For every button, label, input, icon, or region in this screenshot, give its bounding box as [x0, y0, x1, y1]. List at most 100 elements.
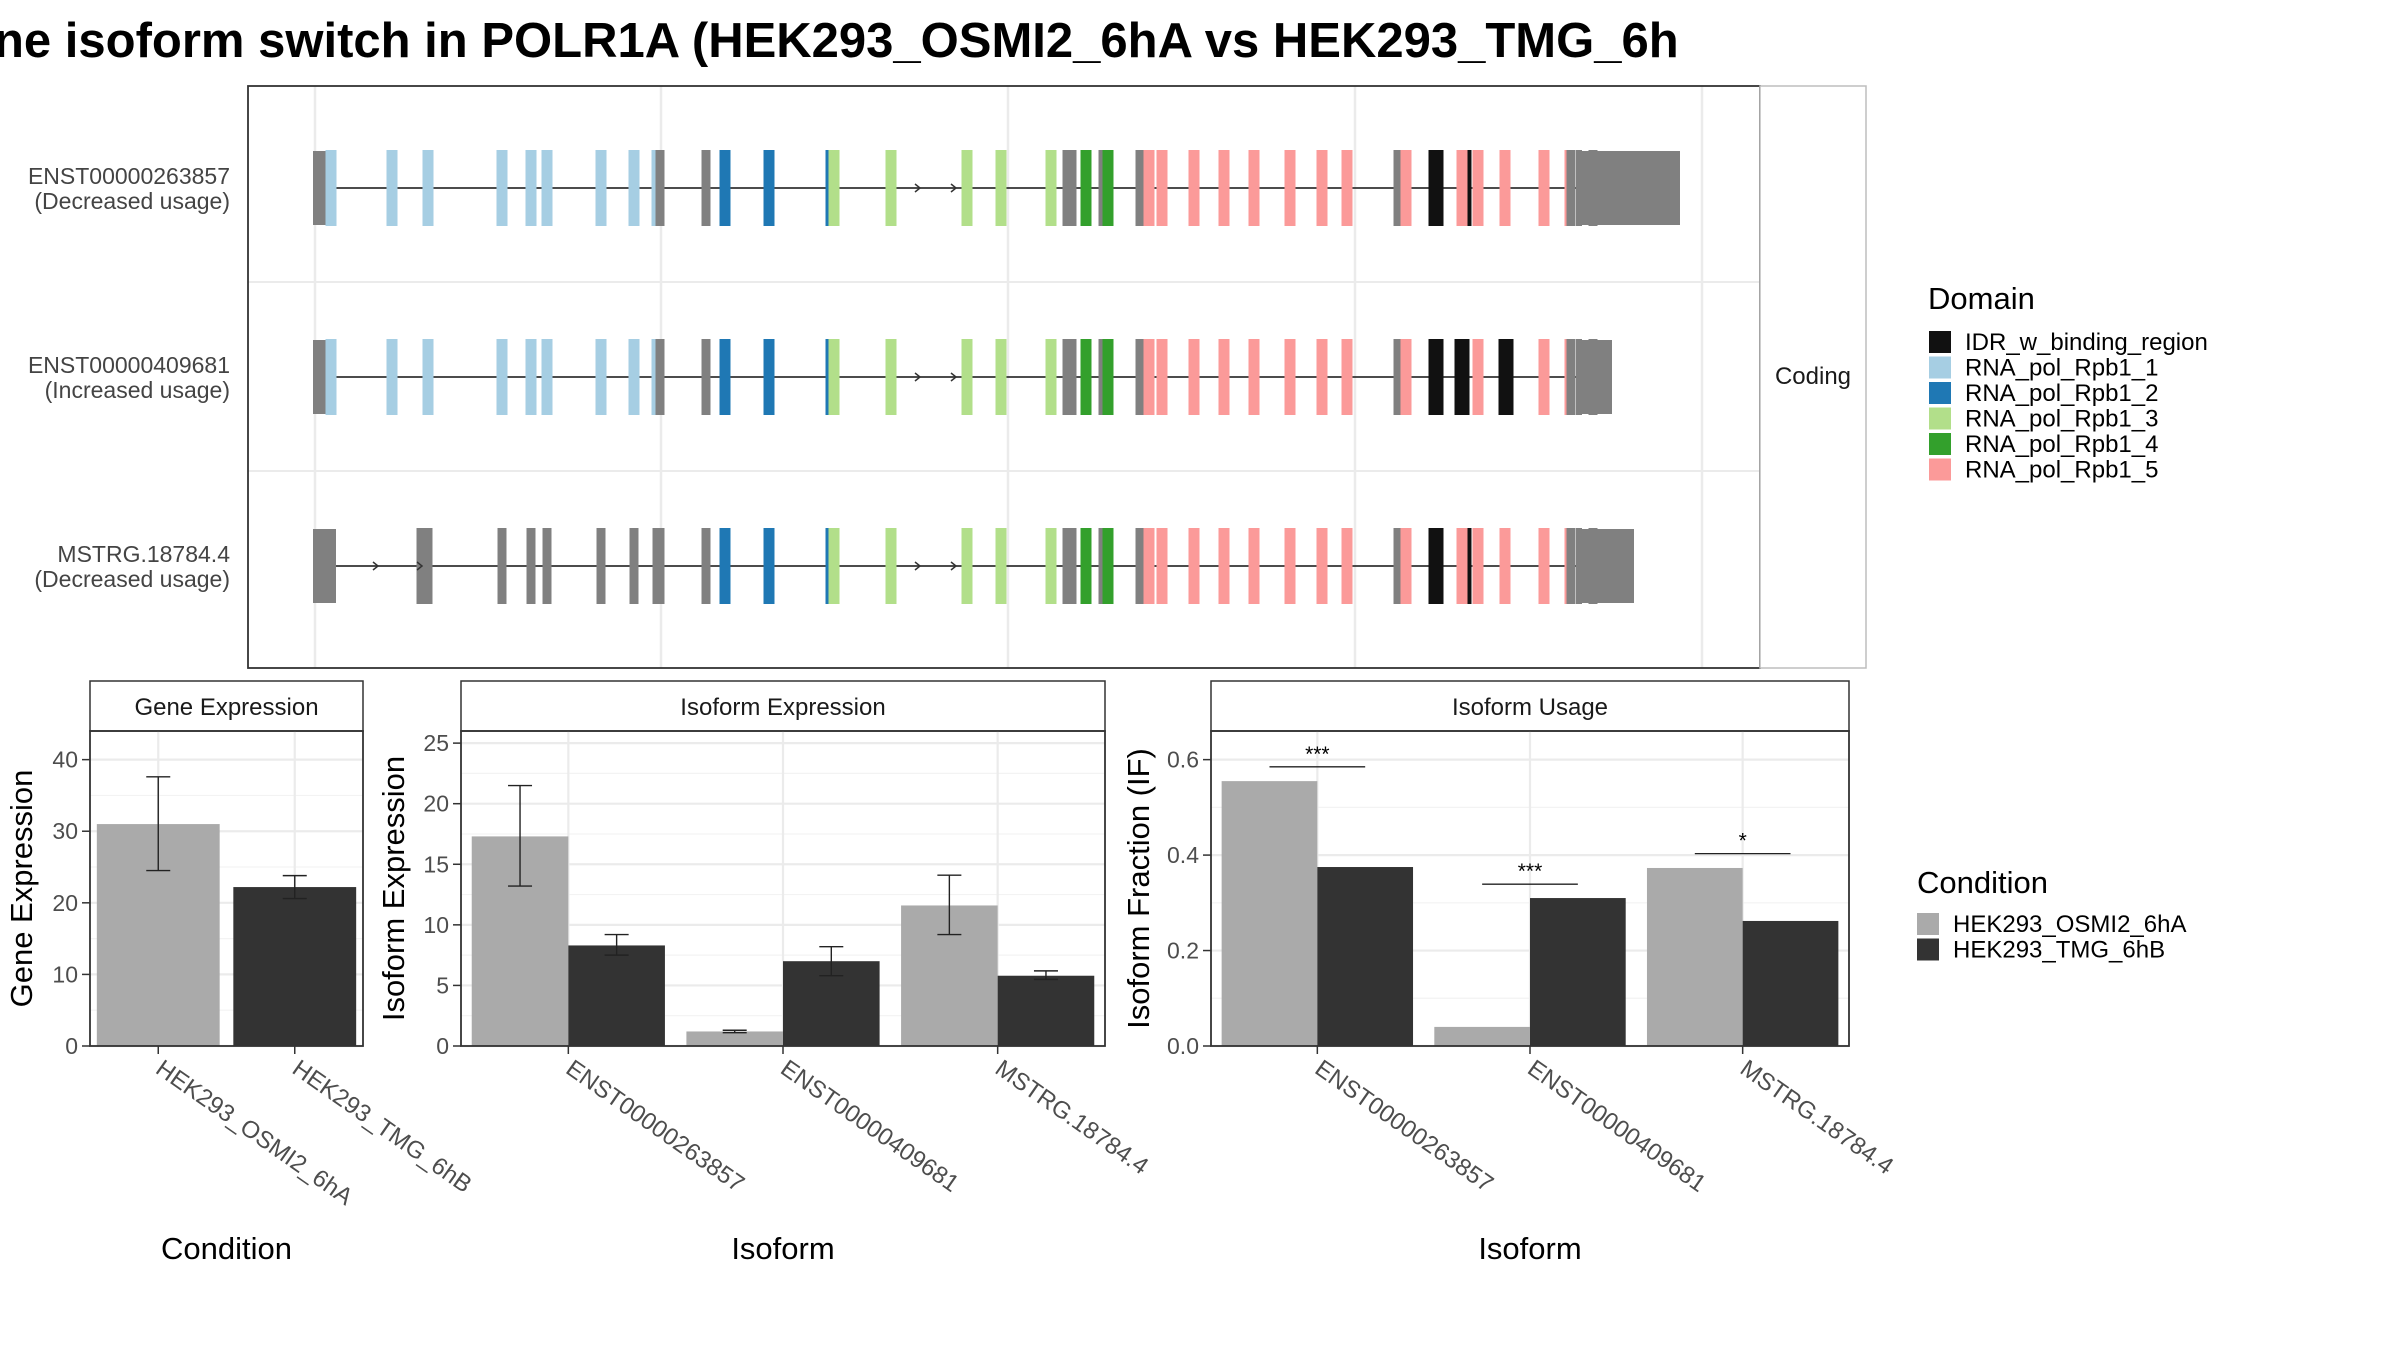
exon: [1429, 528, 1444, 604]
exon: [829, 528, 840, 604]
isoform-label: MSTRG.18784.4: [57, 541, 230, 567]
legend-label: IDR_w_binding_region: [1965, 329, 2208, 356]
exon: [1576, 150, 1582, 226]
y-tick-label: 25: [423, 730, 449, 756]
legend-title: Domain: [1928, 281, 2035, 316]
y-axis-title: Isoform Fraction (IF): [1121, 748, 1156, 1029]
exon: [1144, 528, 1155, 604]
legend-label: RNA_pol_Rpb1_2: [1965, 380, 2158, 407]
exon: [1473, 150, 1484, 226]
y-tick-label: 15: [423, 851, 449, 877]
exon: [720, 528, 731, 604]
isoform-usage-label: (Increased usage): [45, 377, 230, 403]
utr3-exon: [1582, 529, 1634, 603]
exon: [1136, 150, 1145, 226]
exon: [1046, 150, 1057, 226]
exon: [387, 150, 398, 226]
exon: [1500, 150, 1511, 226]
exon: [1285, 528, 1296, 604]
exon: [1317, 528, 1328, 604]
legend-swatch: [1929, 382, 1951, 404]
panel-title: Isoform Expression: [680, 694, 885, 721]
exon: [1401, 528, 1412, 604]
exon: [702, 150, 711, 226]
exon: [423, 339, 434, 415]
legend-title: Condition: [1917, 865, 2048, 900]
legend-swatch: [1929, 433, 1951, 455]
facet-strip-label: Coding: [1775, 363, 1851, 390]
exon: [1249, 339, 1260, 415]
exon: [596, 150, 607, 226]
isoform-label: ENST00000263857: [28, 163, 230, 189]
exon: [720, 339, 731, 415]
panel-title: Isoform Usage: [1452, 694, 1608, 721]
figure-canvas: ne isoform switch in POLR1A (HEK293_OSMI…: [0, 0, 2400, 1350]
y-tick-label: 20: [423, 791, 449, 817]
y-tick-label: 20: [52, 890, 78, 916]
exon: [1342, 150, 1353, 226]
exon: [656, 150, 665, 226]
bar: [1434, 1027, 1530, 1046]
y-axis-title: Gene Expression: [4, 770, 39, 1008]
exon: [497, 150, 508, 226]
exon: [497, 339, 508, 415]
exon: [1285, 150, 1296, 226]
bar: [998, 976, 1095, 1046]
exon: [1429, 150, 1444, 226]
utr3-exon: [1582, 340, 1612, 414]
utr3-exon: [1582, 151, 1680, 225]
exon: [1539, 339, 1550, 415]
exon: [1317, 339, 1328, 415]
significance-label: ***: [1518, 860, 1543, 883]
exon: [1219, 339, 1230, 415]
exon: [829, 339, 840, 415]
exon: [1046, 528, 1057, 604]
exon: [764, 150, 775, 226]
exon: [526, 150, 537, 226]
exon: [1473, 528, 1484, 604]
legend-label: RNA_pol_Rpb1_1: [1965, 355, 2158, 382]
exon: [542, 339, 553, 415]
exon: [1342, 339, 1353, 415]
exon: [764, 528, 775, 604]
legend-label: HEK293_OSMI2_6hA: [1953, 911, 2186, 938]
exon: [1457, 528, 1468, 604]
exon: [498, 528, 507, 604]
y-axis-title: Isoform Expression: [376, 756, 411, 1021]
bar: [686, 1031, 783, 1046]
exon: [526, 339, 537, 415]
exon: [1499, 339, 1514, 415]
exon: [326, 150, 337, 226]
exon: [1063, 150, 1072, 226]
exon: [1567, 528, 1576, 604]
exon: [1136, 528, 1145, 604]
exon: [1576, 528, 1582, 604]
legend-label: HEK293_TMG_6hB: [1953, 937, 2165, 964]
exon: [1157, 150, 1168, 226]
exon: [1455, 339, 1470, 415]
exon: [996, 339, 1007, 415]
exon: [1136, 339, 1145, 415]
isoform-usage-label: (Decreased usage): [34, 566, 230, 592]
exon: [1081, 528, 1092, 604]
x-axis-title: Isoform: [1478, 1231, 1581, 1266]
exon: [886, 150, 897, 226]
exon: [656, 339, 665, 415]
exon: [629, 150, 640, 226]
exon: [962, 150, 973, 226]
exon: [962, 339, 973, 415]
figure-title: ne isoform switch in POLR1A (HEK293_OSMI…: [0, 14, 1679, 68]
exon: [597, 528, 606, 604]
legend-swatch: [1929, 357, 1951, 379]
legend-swatch: [1929, 459, 1951, 481]
exon: [1567, 339, 1576, 415]
y-tick-label: 10: [423, 912, 449, 938]
exon: [629, 339, 640, 415]
exon: [1103, 339, 1114, 415]
exon: [1317, 150, 1328, 226]
exon: [720, 150, 731, 226]
exon: [886, 528, 897, 604]
exon: [387, 339, 398, 415]
exon: [1103, 528, 1114, 604]
legend-label: RNA_pol_Rpb1_4: [1965, 431, 2158, 458]
